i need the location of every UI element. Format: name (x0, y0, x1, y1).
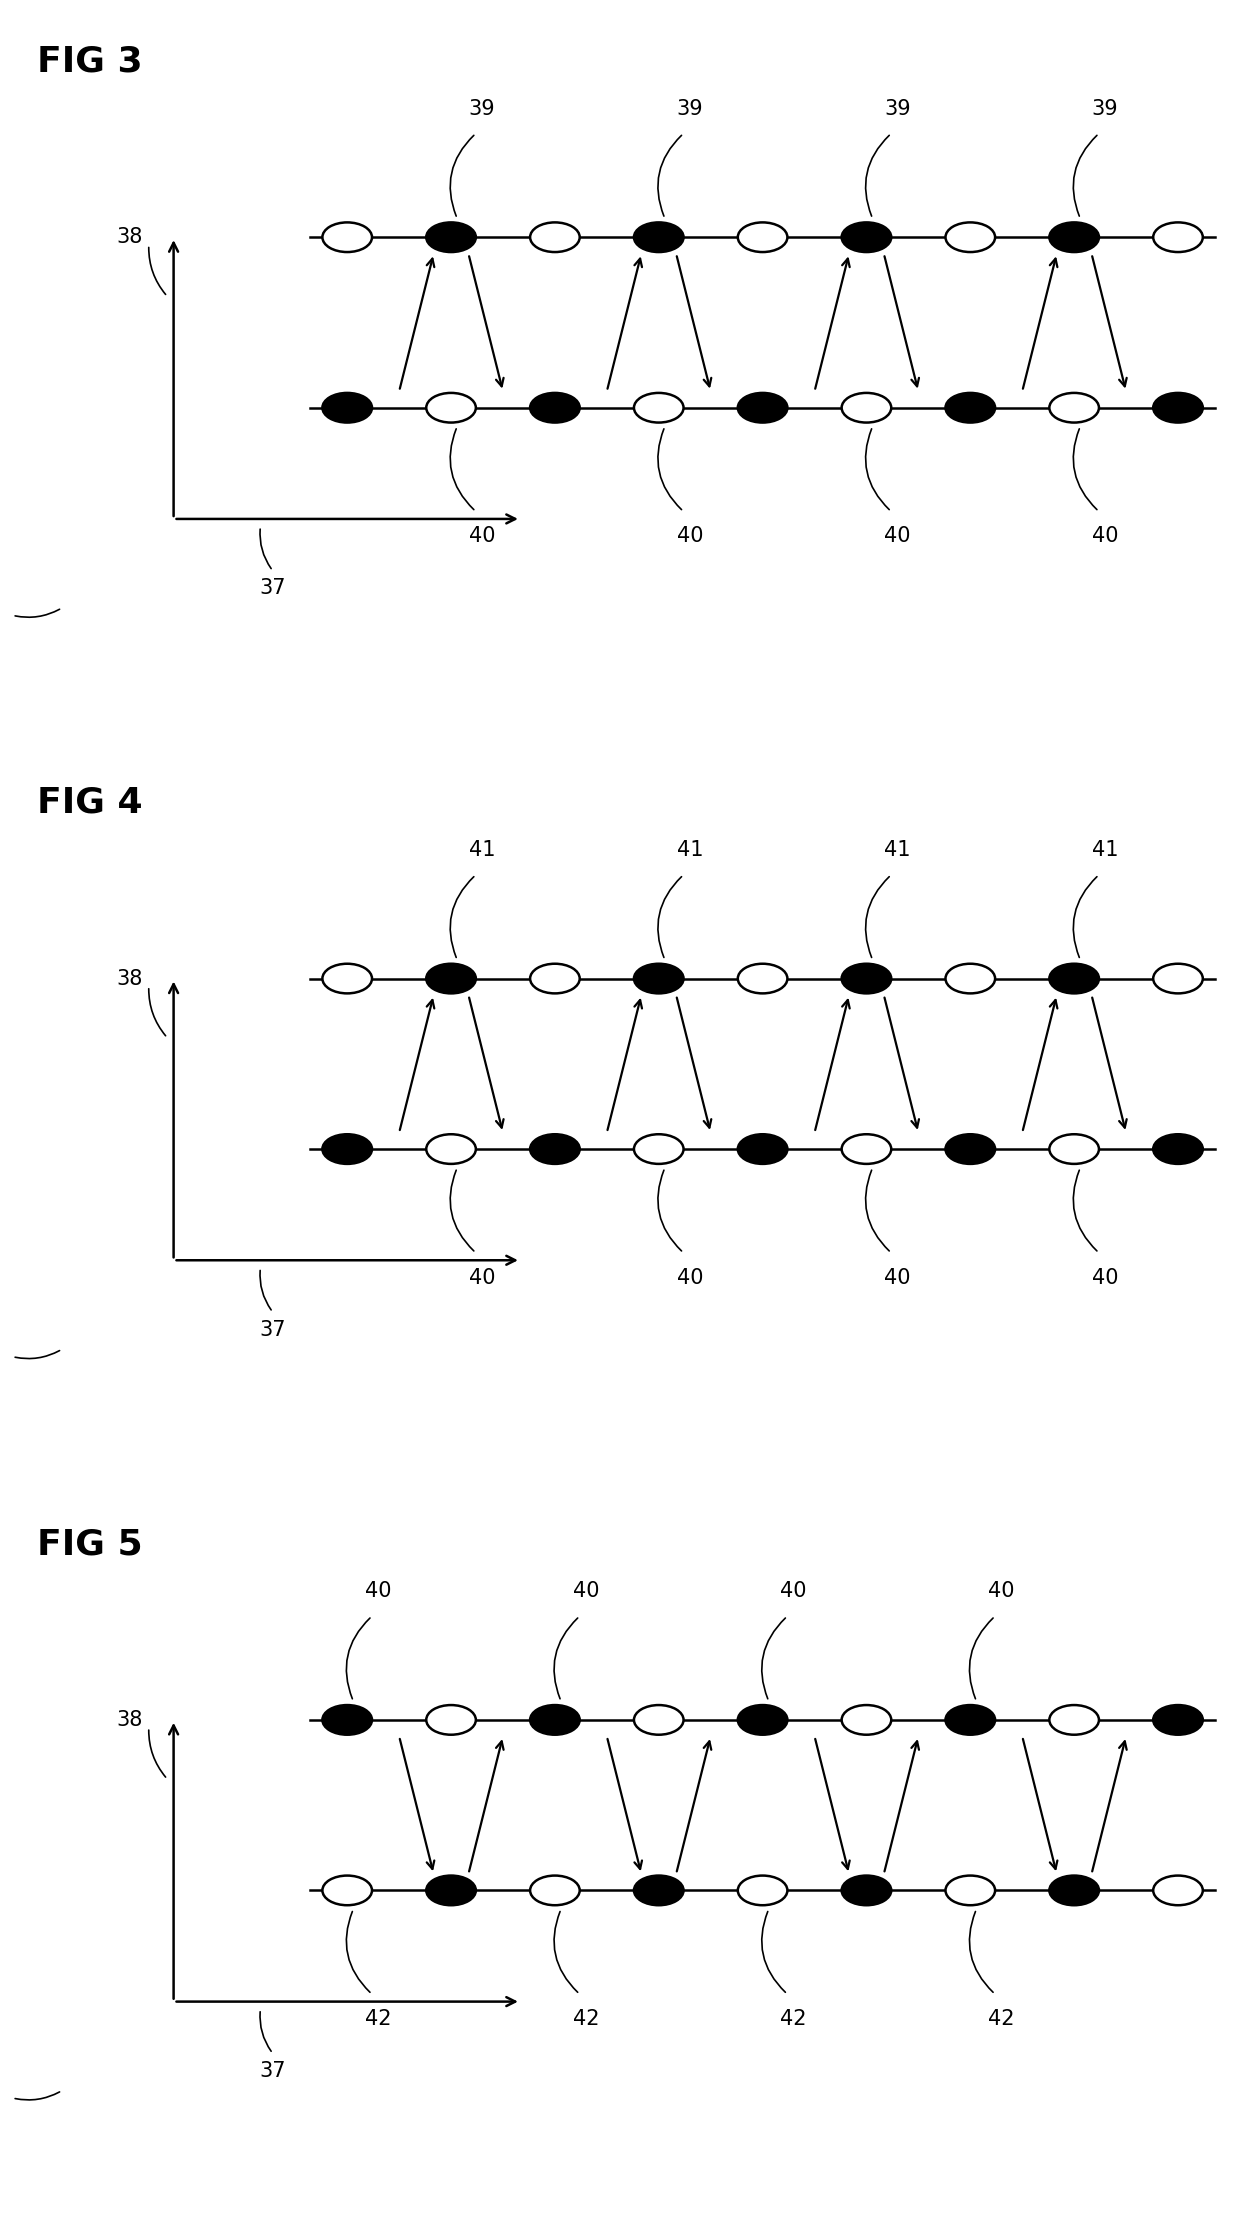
Text: 38: 38 (117, 227, 143, 247)
Circle shape (531, 1875, 579, 1906)
Circle shape (427, 222, 476, 251)
Text: FIG 3: FIG 3 (37, 44, 143, 78)
Text: 40: 40 (469, 1268, 495, 1288)
Text: 40: 40 (780, 1581, 807, 1601)
Circle shape (322, 963, 372, 994)
Circle shape (738, 1706, 787, 1735)
Circle shape (946, 1875, 994, 1906)
Circle shape (1049, 394, 1099, 423)
Text: 39: 39 (1092, 98, 1118, 118)
Text: 40: 40 (677, 527, 703, 547)
Text: 38: 38 (117, 970, 143, 987)
Text: 40: 40 (365, 1581, 392, 1601)
Circle shape (322, 1875, 372, 1906)
Circle shape (427, 963, 476, 994)
Text: 41: 41 (1092, 841, 1118, 861)
Text: 40: 40 (988, 1581, 1014, 1601)
Circle shape (1153, 1875, 1203, 1906)
Circle shape (842, 1706, 892, 1735)
Circle shape (946, 394, 994, 423)
Text: 39: 39 (469, 98, 495, 118)
Circle shape (531, 1134, 579, 1163)
Circle shape (1153, 1134, 1203, 1163)
Text: 42: 42 (573, 2008, 599, 2028)
Circle shape (1049, 222, 1099, 251)
Text: 38: 38 (117, 1710, 143, 1730)
Circle shape (531, 963, 579, 994)
Circle shape (946, 963, 994, 994)
Circle shape (322, 394, 372, 423)
Text: 37: 37 (259, 2062, 286, 2082)
Circle shape (531, 394, 579, 423)
Circle shape (634, 1706, 683, 1735)
Circle shape (842, 222, 892, 251)
Text: 41: 41 (884, 841, 910, 861)
Circle shape (322, 222, 372, 251)
Circle shape (531, 1706, 579, 1735)
Circle shape (738, 1875, 787, 1906)
Text: 39: 39 (884, 98, 910, 118)
Circle shape (842, 394, 892, 423)
Text: 42: 42 (988, 2008, 1014, 2028)
Circle shape (946, 222, 994, 251)
Circle shape (738, 963, 787, 994)
Circle shape (634, 394, 683, 423)
Circle shape (634, 1875, 683, 1906)
Circle shape (842, 963, 892, 994)
Circle shape (427, 1875, 476, 1906)
Circle shape (427, 394, 476, 423)
Circle shape (1049, 1875, 1099, 1906)
Circle shape (634, 1134, 683, 1163)
Circle shape (427, 1134, 476, 1163)
Circle shape (738, 222, 787, 251)
Circle shape (842, 1875, 892, 1906)
Circle shape (946, 1706, 994, 1735)
Circle shape (1049, 1706, 1099, 1735)
Text: 39: 39 (677, 98, 703, 118)
Circle shape (1153, 394, 1203, 423)
Circle shape (1049, 963, 1099, 994)
Text: 37: 37 (259, 1319, 286, 1339)
Text: 42: 42 (780, 2008, 807, 2028)
Text: 40: 40 (677, 1268, 703, 1288)
Text: 41: 41 (469, 841, 495, 861)
Circle shape (738, 1134, 787, 1163)
Text: FIG 4: FIG 4 (37, 785, 143, 821)
Text: 40: 40 (469, 527, 495, 547)
Text: 42: 42 (365, 2008, 392, 2028)
Circle shape (1153, 963, 1203, 994)
Text: 40: 40 (1092, 1268, 1118, 1288)
Circle shape (738, 394, 787, 423)
Circle shape (531, 222, 579, 251)
Circle shape (1153, 222, 1203, 251)
Circle shape (322, 1706, 372, 1735)
Text: 41: 41 (677, 841, 703, 861)
Circle shape (322, 1134, 372, 1163)
Text: 37: 37 (259, 578, 286, 598)
Text: 40: 40 (1092, 527, 1118, 547)
Circle shape (427, 1706, 476, 1735)
Text: 40: 40 (884, 527, 910, 547)
Text: FIG 5: FIG 5 (37, 1528, 143, 1561)
Circle shape (1049, 1134, 1099, 1163)
Text: 40: 40 (884, 1268, 910, 1288)
Text: 40: 40 (573, 1581, 599, 1601)
Circle shape (634, 963, 683, 994)
Circle shape (1153, 1706, 1203, 1735)
Circle shape (946, 1134, 994, 1163)
Circle shape (842, 1134, 892, 1163)
Circle shape (634, 222, 683, 251)
